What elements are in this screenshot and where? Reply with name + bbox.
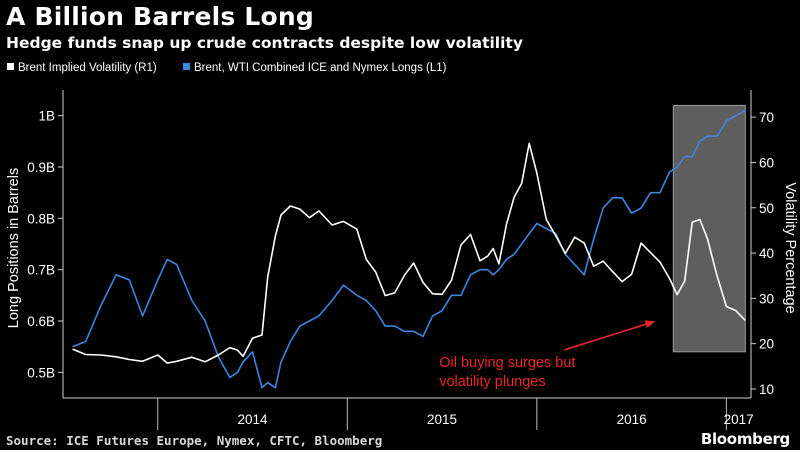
x-tick-label: 2014 <box>238 412 269 427</box>
legend-swatch-longs <box>183 63 190 70</box>
brand-logo: Bloomberg <box>700 430 790 448</box>
x-tick-label: 2016 <box>617 412 647 427</box>
right-axis-ticks: 10 20 30 40 50 60 70 <box>751 110 774 397</box>
left-tick-label: 0.8B <box>27 211 55 226</box>
highlight-box <box>672 104 746 353</box>
left-axis-ticks: 0.5B 0.6B 0.7B 0.8B 0.9B 1B <box>27 109 63 380</box>
x-tick-label: 2017 <box>724 412 754 427</box>
left-tick-label: 0.7B <box>27 263 55 278</box>
series-line-longs <box>72 109 746 389</box>
right-tick-label: 30 <box>759 291 774 306</box>
left-tick-label: 0.9B <box>27 160 55 175</box>
right-axis-title: Volatility Percentage <box>782 182 798 313</box>
source-note: Source: ICE Futures Europe, Nymex, CFTC,… <box>6 433 383 448</box>
chart-subtitle: Hedge funds snap up crude contracts desp… <box>6 34 523 52</box>
legend-label-volatility: Brent Implied Volatility (R1) <box>18 62 157 74</box>
x-axis-ticks: 2014 2015 2016 2017 <box>157 398 754 430</box>
legend-swatch-volatility <box>7 63 14 70</box>
chart-title: A Billion Barrels Long <box>6 2 314 31</box>
left-axis-title: Long Positions in Barrels <box>6 168 22 328</box>
right-tick-label: 20 <box>759 337 774 352</box>
annotation-arrow <box>563 320 656 351</box>
right-tick-label: 10 <box>759 382 774 397</box>
legend-label-longs: Brent, WTI Combined ICE and Nymex Longs … <box>194 62 447 74</box>
annotation-text-line-2: volatility plunges <box>439 374 545 390</box>
right-tick-label: 70 <box>759 110 774 125</box>
right-tick-label: 50 <box>759 201 774 216</box>
x-tick-label: 2015 <box>427 412 457 427</box>
left-tick-label: 1B <box>38 109 55 124</box>
right-tick-label: 60 <box>759 155 774 170</box>
left-tick-label: 0.6B <box>27 314 55 329</box>
right-tick-label: 40 <box>759 246 774 261</box>
series-line-volatility <box>72 142 746 364</box>
left-tick-label: 0.5B <box>27 365 55 380</box>
annotation-text-line-1: Oil buying surges but <box>439 355 575 371</box>
legend: Brent Implied Volatility (R1) Brent, WTI… <box>7 62 447 74</box>
